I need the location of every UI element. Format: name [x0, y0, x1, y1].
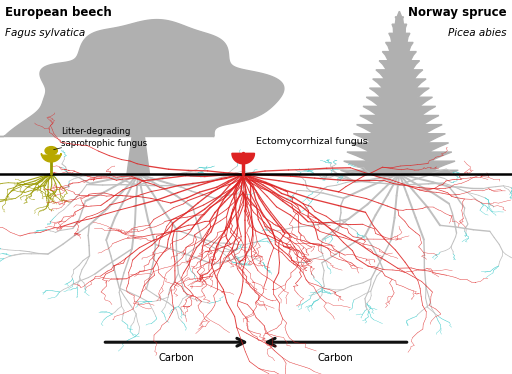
- Text: Litter-degrading
saprotrophic fungus: Litter-degrading saprotrophic fungus: [61, 127, 147, 148]
- Polygon shape: [41, 153, 61, 162]
- Text: Carbon: Carbon: [317, 353, 353, 364]
- Text: Fagus sylvatica: Fagus sylvatica: [5, 28, 86, 38]
- Polygon shape: [340, 11, 458, 174]
- Text: Picea abies: Picea abies: [449, 28, 507, 38]
- Polygon shape: [232, 153, 254, 164]
- Text: Ectomycorrhizal fungus: Ectomycorrhizal fungus: [256, 137, 368, 146]
- Text: Norway spruce: Norway spruce: [408, 6, 507, 19]
- Text: Carbon: Carbon: [159, 353, 195, 364]
- Ellipse shape: [45, 147, 57, 155]
- Polygon shape: [0, 19, 284, 137]
- Text: European beech: European beech: [5, 6, 112, 19]
- Polygon shape: [391, 151, 408, 174]
- Polygon shape: [127, 99, 150, 174]
